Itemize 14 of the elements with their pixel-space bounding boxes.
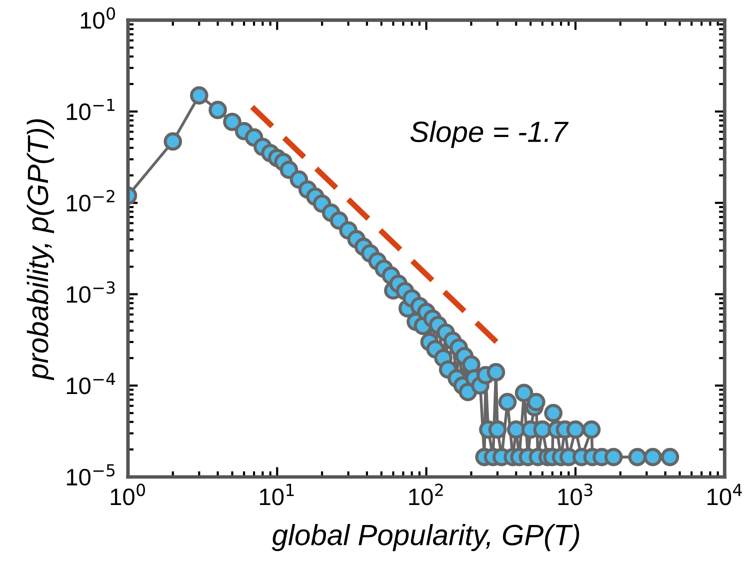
x-tick-label: 10$^{2}$	[409, 484, 443, 506]
y-tick-label: 10$^{−4}$	[66, 372, 116, 394]
x-tick-label: 10$^{4}$	[708, 484, 742, 506]
y-tick-label: 10$^{−5}$	[66, 464, 115, 486]
x-tick-label: 10$^{0}$	[110, 484, 145, 506]
y-tick-label: 10$^{−3}$	[66, 281, 115, 303]
x-tick-label: 10$^{3}$	[558, 484, 592, 506]
x-tick-label: 10$^{1}$	[260, 484, 294, 506]
y-tick-label: 10$^{−1}$	[66, 98, 114, 120]
y-axis-title: probability, p(GP(T))	[26, 119, 54, 380]
x-axis-title: global Popularity, GP(T)	[272, 524, 580, 552]
annotation: Slope = -1.7	[410, 120, 569, 148]
y-tick-label: 10$^{0}$	[80, 7, 115, 29]
y-tick-label: 10$^{−2}$	[66, 190, 114, 212]
